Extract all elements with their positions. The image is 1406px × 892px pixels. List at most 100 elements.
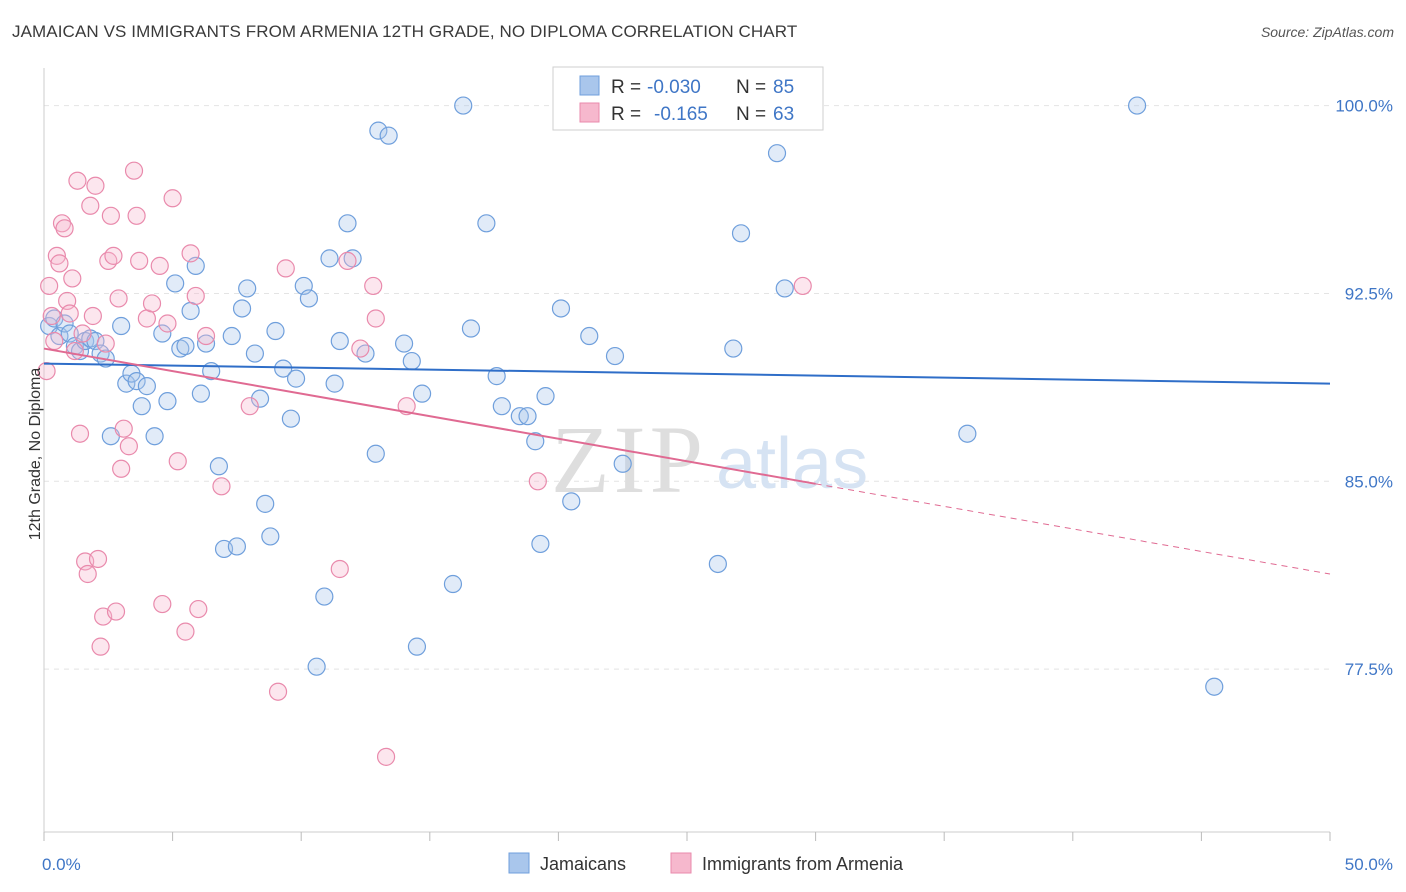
point-jamaicans — [330, 331, 349, 351]
point-jamaicans — [536, 387, 555, 406]
point-jamaicans — [325, 374, 344, 393]
point-armenia — [86, 176, 105, 195]
point-armenia — [101, 206, 120, 225]
point-jamaicans — [461, 319, 481, 338]
legend-swatch-armenia — [579, 102, 600, 123]
point-jamaicans — [366, 444, 385, 463]
point-jamaicans — [127, 372, 146, 391]
point-armenia — [189, 599, 208, 619]
point-armenia — [212, 477, 231, 496]
point-jamaicans — [250, 389, 270, 408]
point-jamaicans — [227, 537, 246, 556]
point-armenia — [83, 306, 102, 326]
point-armenia — [168, 452, 187, 471]
point-jamaicans — [454, 96, 473, 115]
point-armenia — [127, 206, 146, 225]
point-jamaicans — [191, 384, 210, 403]
point-armenia — [50, 254, 69, 273]
trend-lines — [43, 347, 1331, 575]
point-jamaicans — [266, 321, 285, 341]
point-jamaicans — [274, 359, 293, 378]
point-jamaicans — [307, 657, 326, 676]
point-armenia — [376, 747, 396, 766]
point-jamaicans — [605, 346, 625, 366]
point-jamaicans — [1127, 96, 1147, 115]
trend-line-armenia-extension — [815, 483, 1331, 575]
grid-lines — [44, 105, 1330, 670]
point-jamaicans — [232, 299, 252, 318]
point-jamaicans — [176, 336, 195, 356]
legend-n-value-1: 85 — [773, 77, 794, 98]
point-armenia — [114, 419, 133, 438]
legend-swatch-jamaicans — [579, 75, 600, 96]
point-armenia — [104, 246, 123, 265]
point-jamaicans — [487, 367, 506, 386]
watermark: ZIP atlas — [551, 406, 868, 513]
point-jamaicans — [775, 279, 794, 298]
point-armenia — [65, 341, 84, 361]
point-jamaicans — [492, 397, 511, 416]
y-tick-label: 92.5% — [1345, 284, 1393, 303]
point-jamaicans — [613, 454, 632, 473]
point-jamaicans — [958, 424, 977, 443]
point-armenia — [52, 214, 72, 233]
point-armenia — [330, 559, 349, 579]
point-jamaicans — [724, 339, 743, 358]
point-armenia — [96, 334, 115, 353]
point-jamaicans — [196, 334, 216, 353]
point-jamaicans — [137, 377, 156, 396]
point-armenia — [196, 326, 216, 346]
point-jamaicans — [181, 301, 200, 321]
trend-line-jamaicans — [43, 362, 1331, 385]
trend-line-armenia — [43, 347, 816, 485]
bottom-legend-swatch-jamaicans — [508, 852, 530, 874]
point-armenia — [137, 309, 156, 328]
point-armenia — [153, 594, 172, 614]
legend-n-label-1: N = — [736, 77, 766, 98]
point-armenia — [338, 251, 357, 270]
point-jamaicans — [708, 554, 727, 574]
point-armenia — [119, 437, 138, 456]
point-jamaicans — [145, 427, 164, 446]
point-jamaicans — [315, 587, 334, 606]
point-armenia — [124, 161, 144, 180]
point-armenia — [99, 251, 118, 270]
point-jamaicans — [518, 407, 537, 426]
point-armenia — [70, 424, 90, 443]
point-jamaicans — [526, 432, 545, 451]
x-tick-label: 0.0% — [42, 855, 81, 874]
point-jamaicans — [153, 324, 172, 343]
point-armenia — [366, 309, 385, 328]
bottom-legend-label-jamaicans: Jamaicans — [540, 854, 626, 874]
point-jamaicans — [112, 316, 131, 336]
bottom-legend-label-armenia: Immigrants from Armenia — [702, 854, 904, 874]
point-jamaicans — [369, 121, 388, 140]
point-armenia — [158, 314, 177, 333]
point-jamaicans — [166, 274, 185, 293]
point-armenia — [364, 276, 383, 296]
point-jamaicans — [731, 224, 751, 243]
point-jamaicans — [299, 289, 319, 308]
point-armenia — [68, 171, 87, 190]
point-armenia — [91, 637, 110, 656]
point-armenia — [55, 219, 74, 238]
point-armenia — [60, 304, 79, 323]
legend-box: R = -0.030 N = 85 R = -0.165 N = 63 — [552, 66, 824, 131]
point-jamaicans — [531, 534, 550, 554]
y-tick-label: 85.0% — [1345, 472, 1393, 491]
point-jamaicans — [209, 457, 228, 476]
point-jamaicans — [158, 392, 177, 411]
x-tick-label: 50.0% — [1345, 855, 1393, 874]
point-jamaicans — [412, 384, 432, 403]
point-jamaicans — [238, 279, 257, 298]
bottom-legend-swatch-armenia — [670, 852, 692, 874]
point-jamaicans — [394, 334, 414, 353]
point-armenia — [176, 622, 195, 641]
point-armenia — [150, 256, 169, 275]
point-jamaicans — [222, 326, 241, 346]
legend-r-value-2: -0.165 — [654, 104, 708, 125]
point-armenia — [106, 602, 126, 621]
legend-n-value-2: 63 — [773, 104, 794, 125]
point-jamaicans — [551, 299, 571, 318]
